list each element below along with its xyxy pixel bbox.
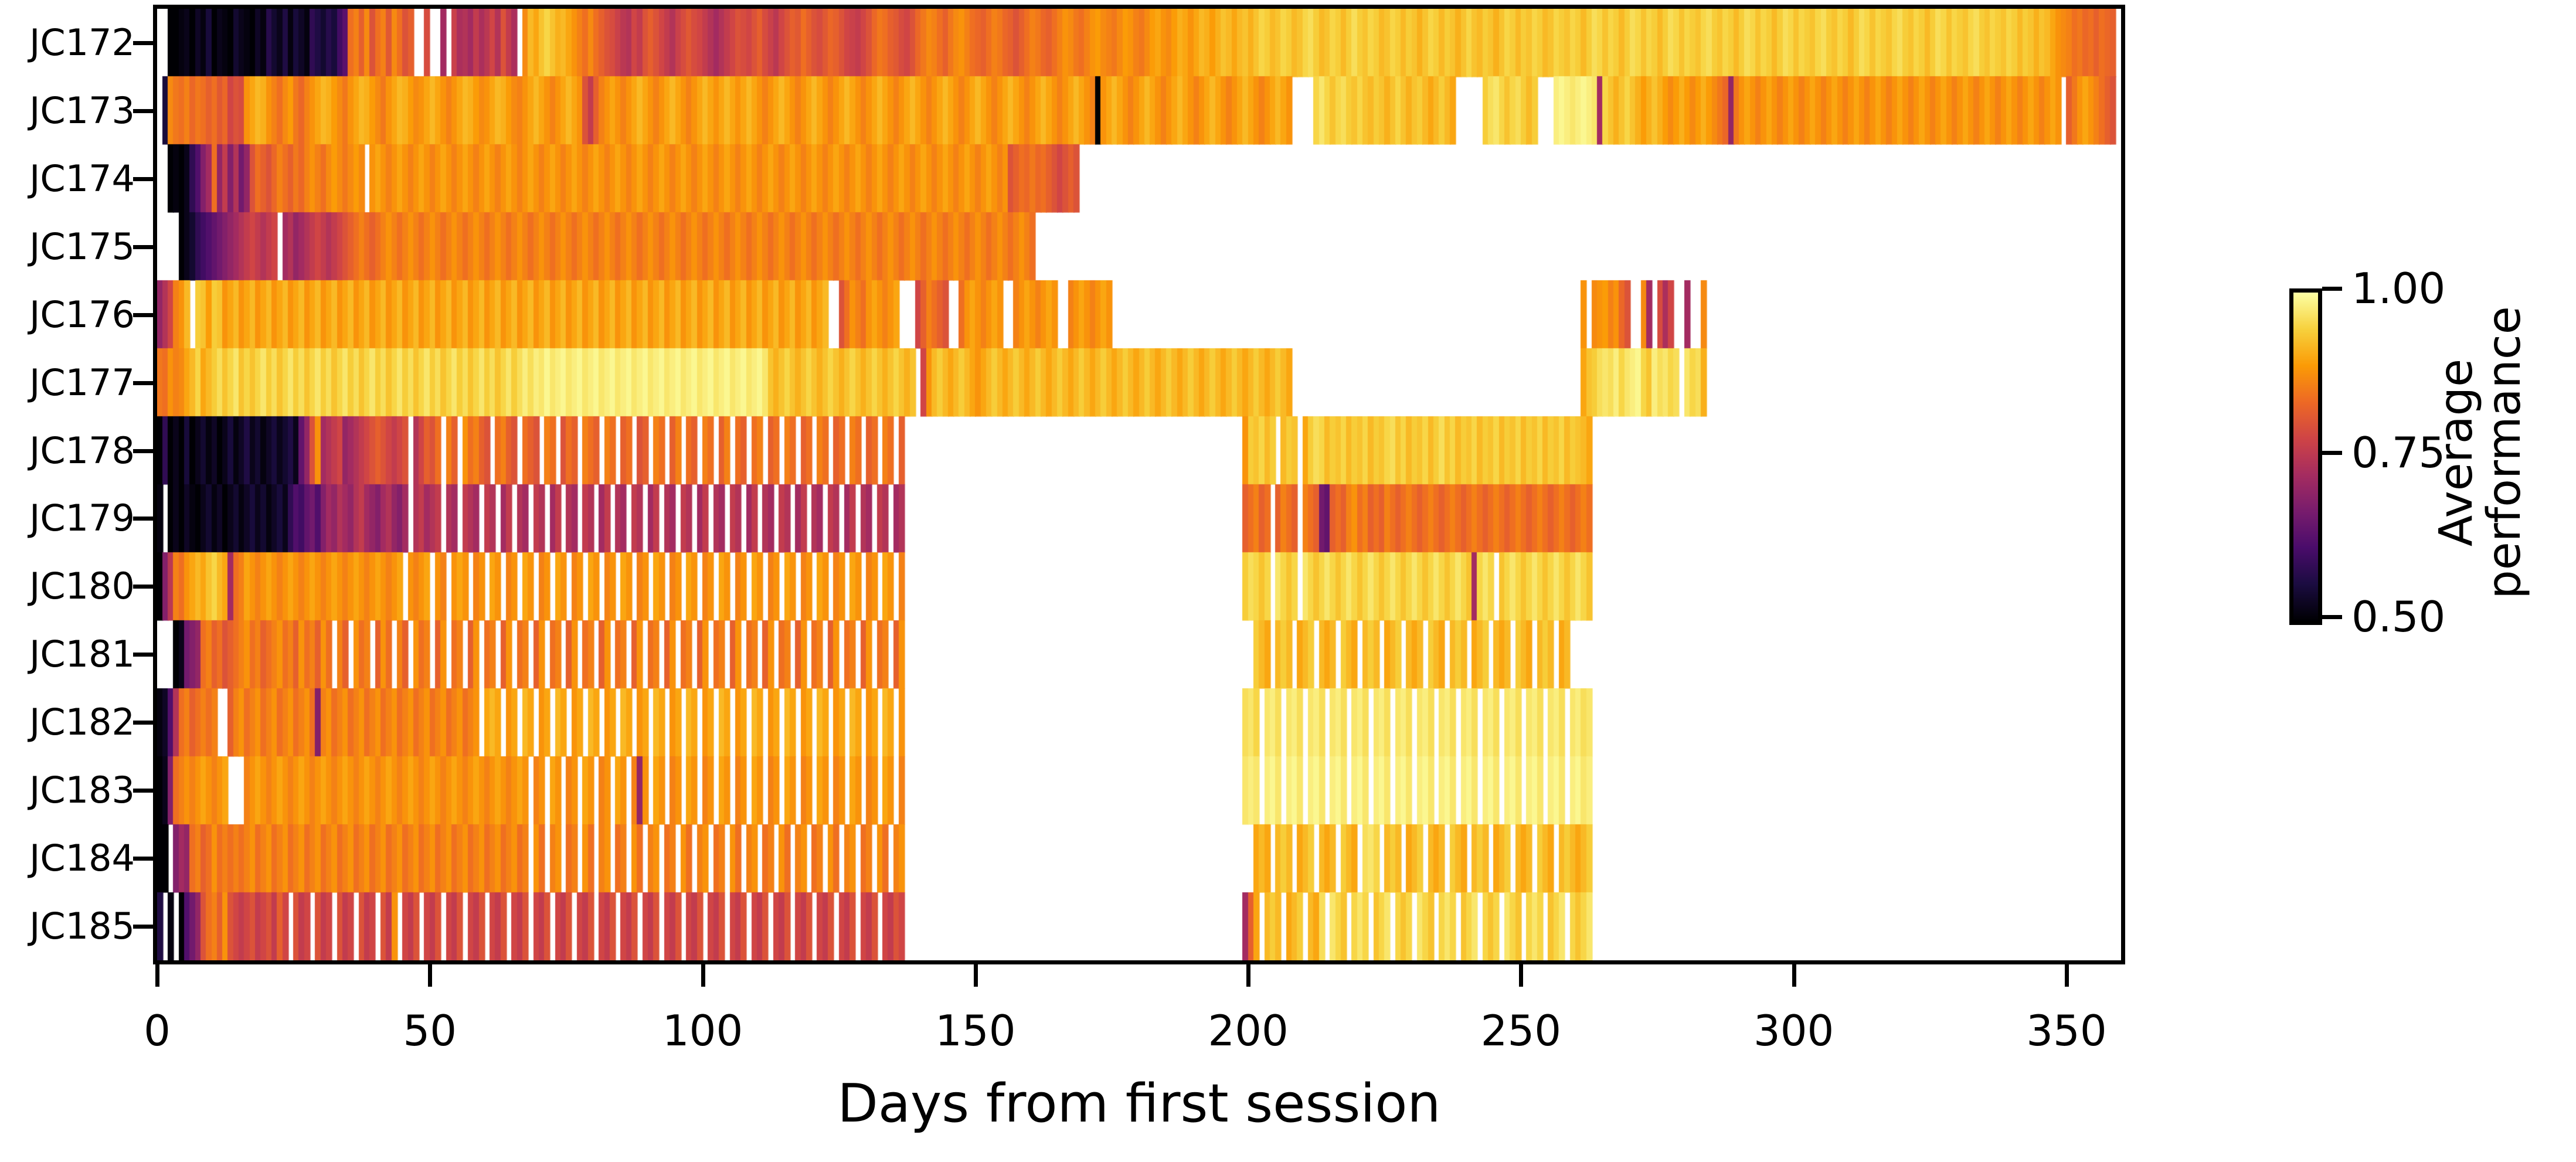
y-axis-tick-labels: JC172 JC173 JC174 JC175 JC176 JC177 JC178 JC179… <box>0 0 153 1162</box>
y-tick-label-jc184: JC184 <box>29 837 135 880</box>
y-tick-label-jc182: JC182 <box>29 701 135 744</box>
y-tick-label-jc180: JC180 <box>29 565 135 608</box>
colorbar-title-line2: performance <box>2478 306 2531 599</box>
y-tick-label-jc178: JC178 <box>29 429 135 472</box>
heatmap-plot-area <box>153 5 2125 964</box>
x-tick-label-200: 200 <box>1208 1006 1289 1055</box>
y-tick-mark <box>133 312 153 317</box>
y-tick-mark <box>133 585 153 589</box>
x-tick-mark <box>1246 964 1251 987</box>
y-tick-mark <box>133 857 153 861</box>
colorbar-title: Average performance <box>2430 306 2531 599</box>
colorbar-tick-mark <box>2322 287 2342 291</box>
y-tick-label-jc185: JC185 <box>29 905 135 948</box>
y-tick-label-jc173: JC173 <box>29 89 135 132</box>
y-tick-label-jc174: JC174 <box>29 157 135 200</box>
y-tick-label-jc181: JC181 <box>29 633 135 676</box>
x-tick-mark <box>973 964 978 987</box>
y-tick-mark <box>133 40 153 45</box>
y-tick-mark <box>133 380 153 385</box>
x-tick-label-0: 0 <box>144 1006 171 1055</box>
x-tick-label-300: 300 <box>1753 1006 1834 1055</box>
x-tick-mark <box>2064 964 2069 987</box>
colorbar-tick-label-0.75: 0.75 <box>2351 428 2446 477</box>
y-tick-label-jc172: JC172 <box>29 21 135 64</box>
y-tick-mark <box>133 244 153 249</box>
x-tick-label-50: 50 <box>403 1006 457 1055</box>
colorbar-title-line1: Average <box>2430 358 2483 547</box>
y-tick-mark <box>133 653 153 657</box>
x-tick-mark <box>1519 964 1524 987</box>
y-tick-mark <box>133 176 153 181</box>
x-tick-mark <box>428 964 433 987</box>
y-tick-mark <box>133 108 153 113</box>
x-tick-label-250: 250 <box>1480 1006 1562 1055</box>
colorbar-tick-mark <box>2322 615 2342 619</box>
y-tick-mark <box>133 789 153 793</box>
y-tick-mark <box>133 449 153 453</box>
heatmap-canvas <box>157 9 2121 960</box>
y-tick-mark <box>133 925 153 929</box>
colorbar-gradient-frame <box>2289 288 2322 625</box>
colorbar-tick-label-0.50: 0.50 <box>2351 592 2446 641</box>
y-tick-label-jc183: JC183 <box>29 769 135 812</box>
colorbar-tick-mark <box>2322 451 2342 455</box>
x-tick-mark <box>701 964 705 987</box>
colorbar: 1.00 0.75 0.50 <box>2289 267 2565 638</box>
x-axis-title: Days from first session <box>837 1073 1441 1134</box>
x-tick-label-100: 100 <box>662 1006 743 1055</box>
y-tick-label-jc177: JC177 <box>29 361 135 404</box>
x-tick-mark <box>155 964 159 987</box>
y-tick-label-jc175: JC175 <box>29 225 135 268</box>
x-tick-mark <box>1792 964 1796 987</box>
x-tick-label-150: 150 <box>935 1006 1016 1055</box>
x-tick-label-350: 350 <box>2026 1006 2107 1055</box>
y-tick-label-jc179: JC179 <box>29 497 135 540</box>
y-tick-mark <box>133 517 153 521</box>
y-tick-label-jc176: JC176 <box>29 293 135 336</box>
colorbar-tick-label-1.00: 1.00 <box>2351 264 2446 313</box>
colorbar-gradient <box>2293 293 2318 621</box>
y-tick-mark <box>133 721 153 725</box>
